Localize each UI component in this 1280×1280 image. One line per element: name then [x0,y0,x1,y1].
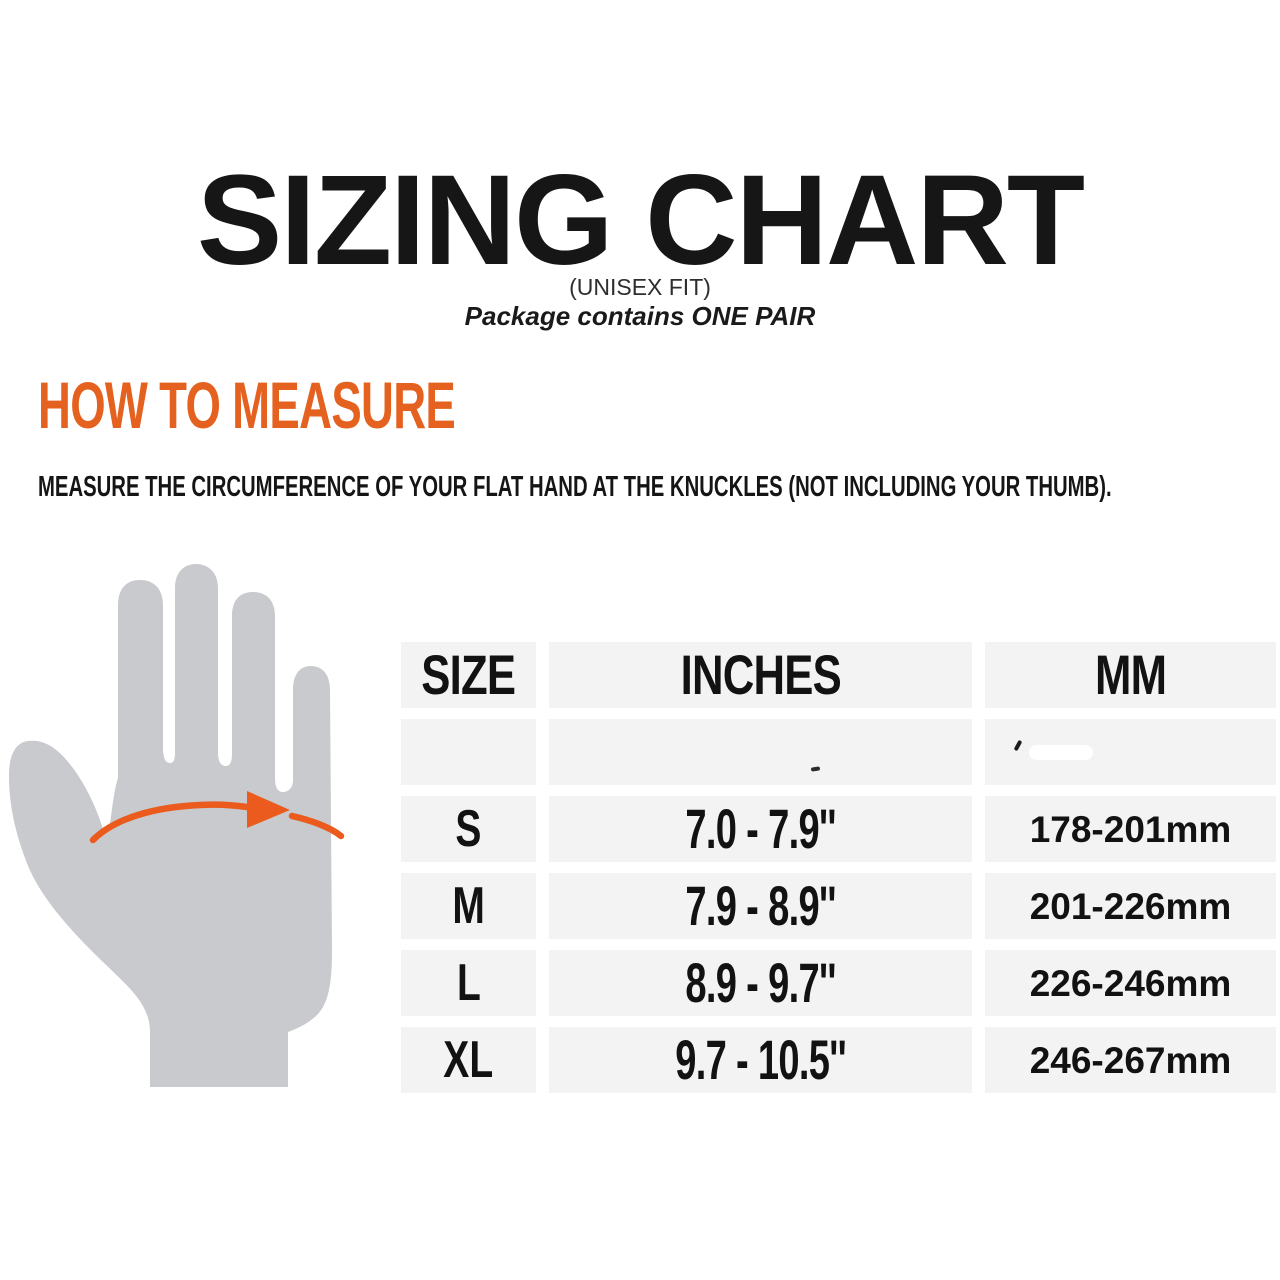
table-row-m-size: M [401,873,536,939]
spacer-cell-size [401,719,536,785]
table-row-l-inches: 8.9 - 9.7'' [549,950,972,1016]
erased-text-artifact [1029,745,1093,760]
table-row-s-mm: 178-201mm [985,796,1276,862]
page-subtitle-text: (UNISEX FIT) [569,274,711,300]
mm-value: 226-246mm [1029,962,1232,1004]
size-label: L [456,954,481,1012]
hand-silhouette-icon [9,564,332,1087]
mm-value: 201-226mm [1029,885,1232,927]
package-note-text: Package contains ONE PAIR [464,301,816,331]
erased-text-artifact [1013,739,1023,752]
spacer-cell-mm [985,719,1276,785]
hand-measure-figure [9,564,345,1087]
table-row-m-mm: 201-226mm [985,873,1276,939]
how-to-measure-heading: HOW TO MEASURE [38,372,642,438]
package-note: Package contains ONE PAIR [0,302,1280,331]
inches-value: 7.9 - 8.9'' [685,874,836,937]
size-label: XL [443,1031,494,1089]
measure-arrow-arc-right [288,812,345,840]
table-row-l-mm: 226-246mm [985,950,1276,1016]
column-header-inches: INCHES [549,642,972,708]
table-row-m-inches: 7.9 - 8.9'' [549,873,972,939]
measure-arrow-arc-left [89,801,251,844]
table-row-xl-mm: 246-267mm [985,1027,1276,1093]
measure-arrowhead-icon [247,791,290,828]
size-label: M [452,877,485,935]
column-header-size-text: SIZE [421,643,517,706]
column-header-mm-text: MM [1094,643,1167,706]
column-header-mm: MM [985,642,1276,708]
column-header-size: SIZE [401,642,536,708]
mm-value: 178-201mm [1029,808,1232,850]
page-title: SIZING CHART [0,157,1280,285]
column-header-inches-text: INCHES [680,643,841,706]
measure-instruction: MEASURE THE CIRCUMFERENCE OF YOUR FLAT H… [38,473,1280,502]
inches-value: 7.0 - 7.9'' [685,797,836,860]
how-to-measure-heading-text: HOW TO MEASURE [38,368,456,442]
table-row-s-inches: 7.0 - 7.9'' [549,796,972,862]
spacer-cell-inches [549,719,972,785]
page-title-text: SIZING CHART [196,149,1085,292]
inches-value: 9.7 - 10.5'' [675,1028,847,1091]
erased-text-artifact [810,766,821,772]
inches-value: 8.9 - 9.7'' [685,951,836,1014]
table-row-xl-size: XL [401,1027,536,1093]
measure-instruction-text: MEASURE THE CIRCUMFERENCE OF YOUR FLAT H… [38,471,1112,503]
table-row-l-size: L [401,950,536,1016]
size-label: S [455,800,482,858]
size-table: SIZE INCHES MM S 7.0 - 7.9'' 178-201mm M… [401,642,1276,1093]
page-subtitle: (UNISEX FIT) [0,274,1280,300]
mm-value: 246-267mm [1029,1039,1232,1081]
table-row-s-size: S [401,796,536,862]
table-row-xl-inches: 9.7 - 10.5'' [549,1027,972,1093]
